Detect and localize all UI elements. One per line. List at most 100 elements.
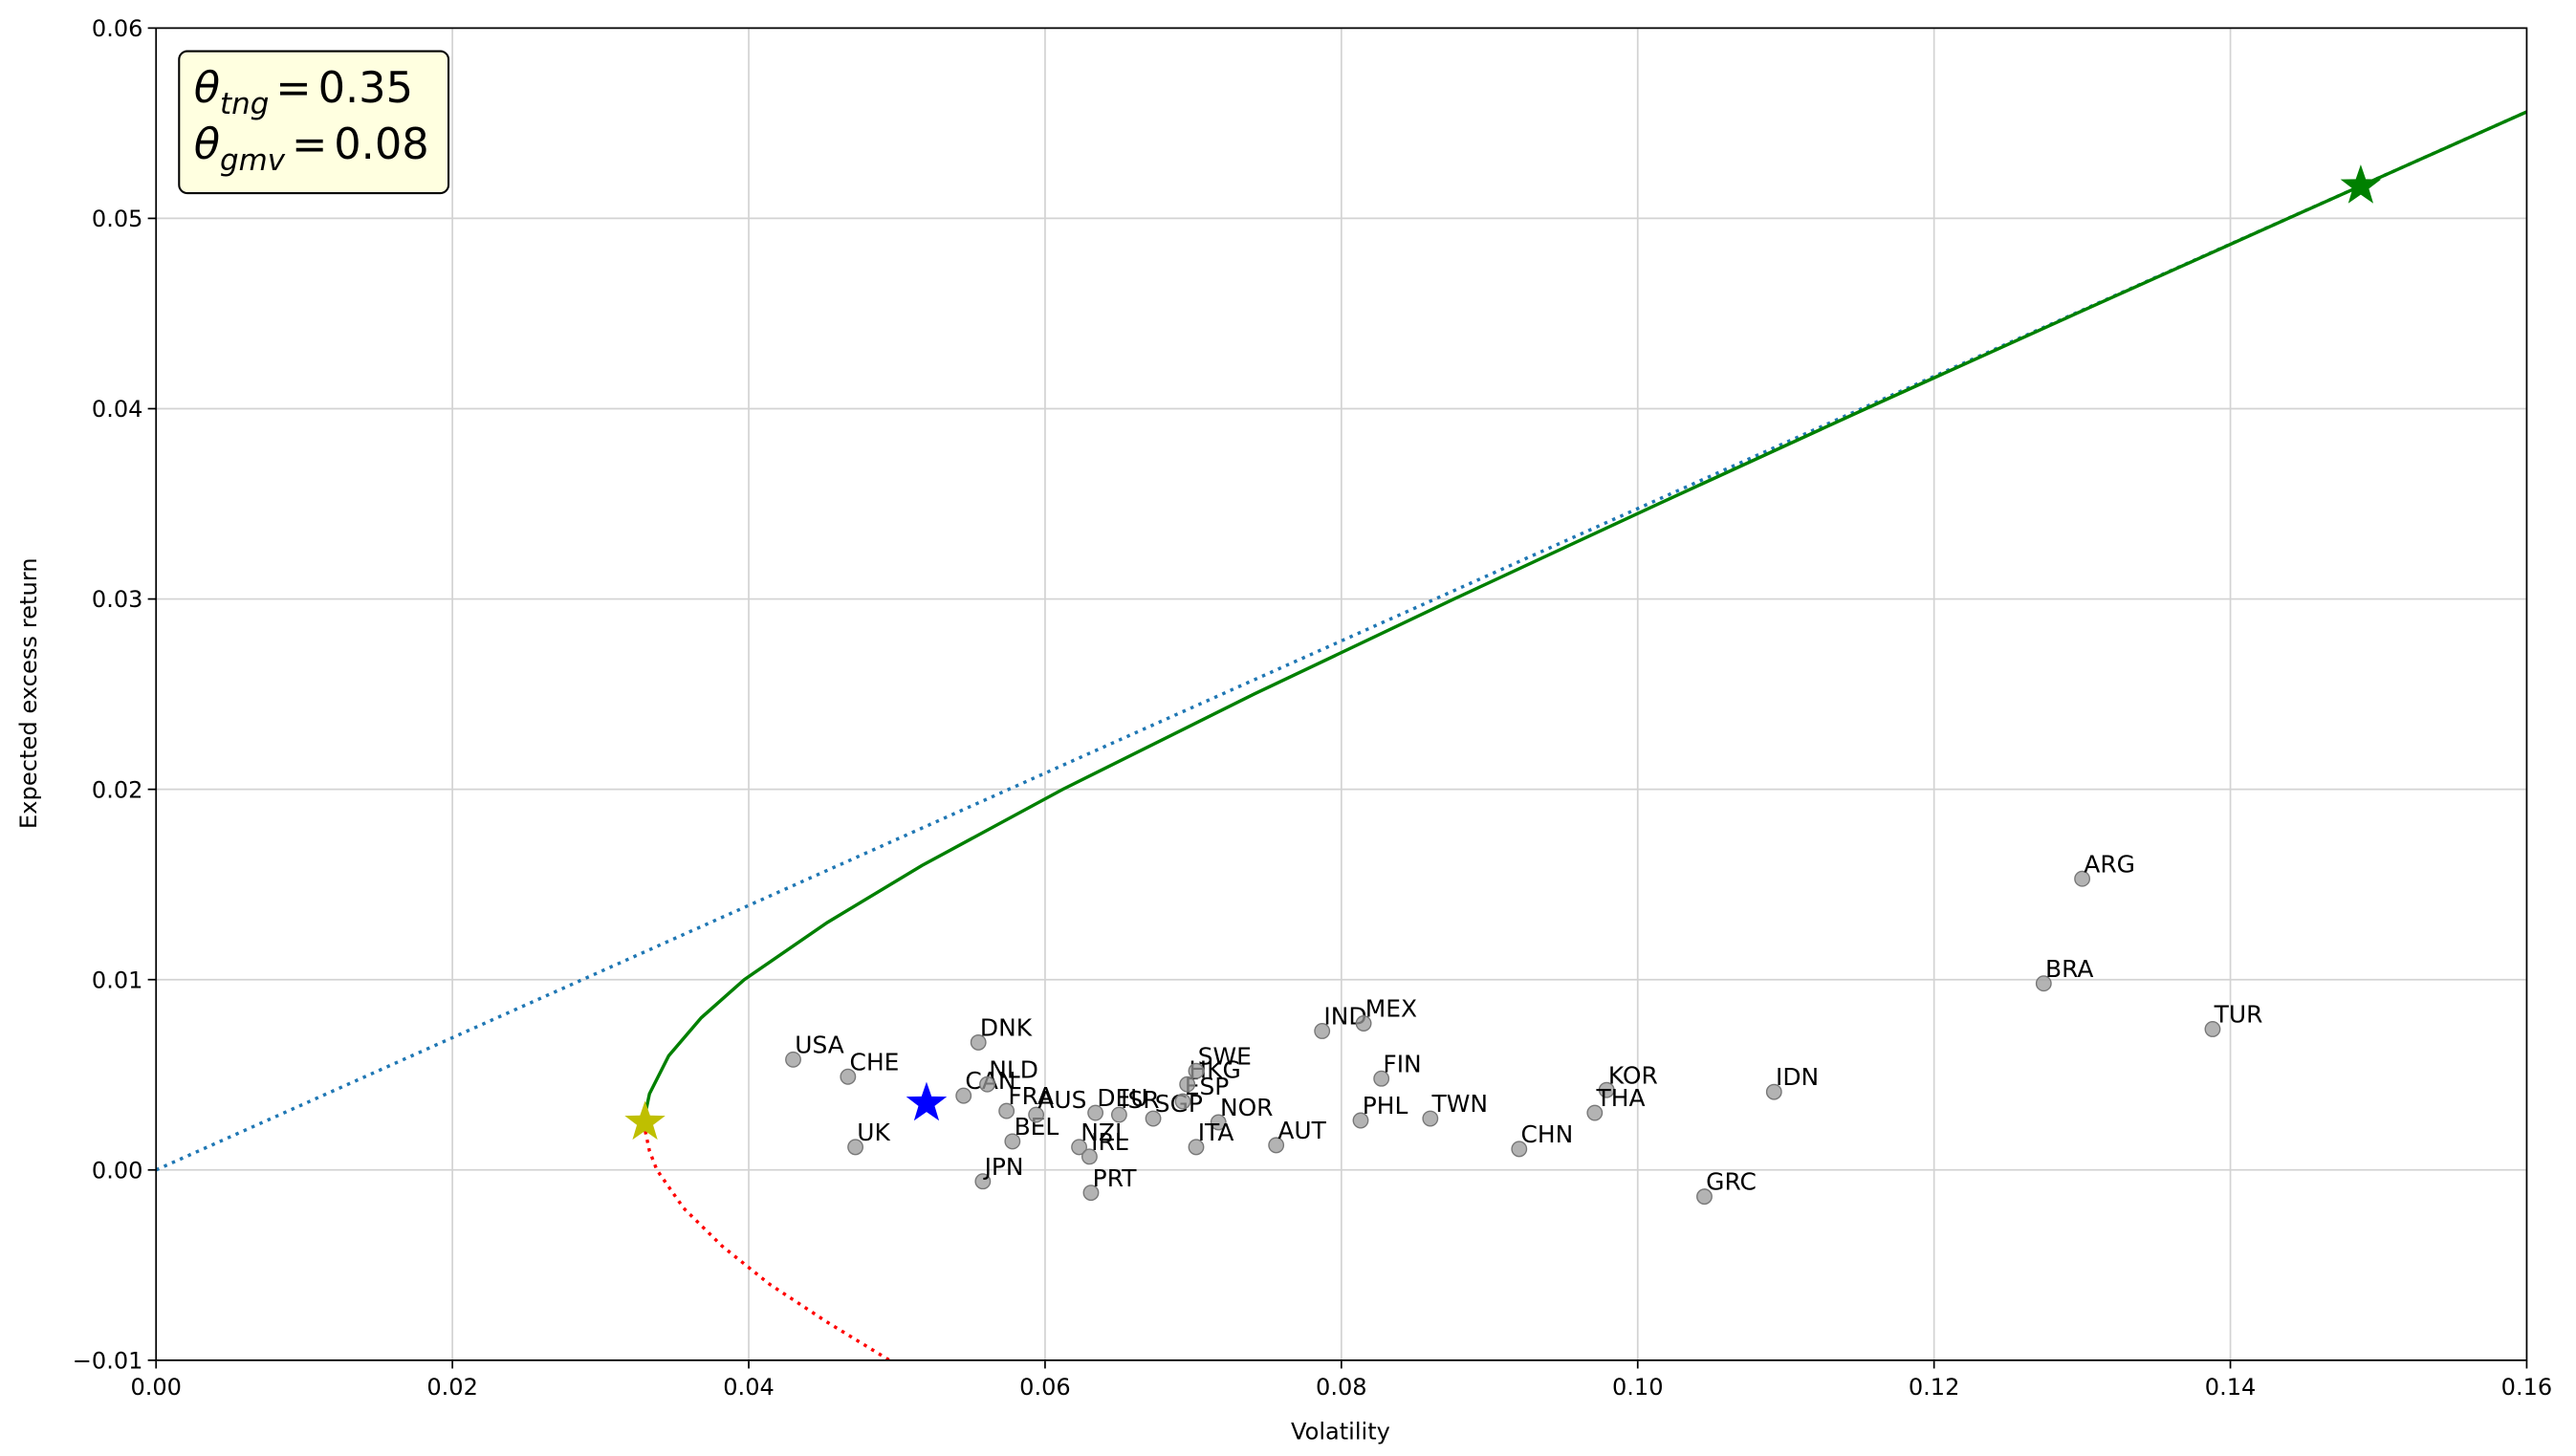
y-axis-label: Expected excess return	[15, 557, 42, 829]
country-label: GRC	[1706, 1168, 1757, 1196]
country-label: CHN	[1520, 1120, 1573, 1148]
country-point	[1511, 1141, 1528, 1158]
x-tick-label: 0.04	[723, 1374, 775, 1401]
annotation-value: 0.35	[318, 62, 413, 113]
country-point	[1087, 1104, 1104, 1121]
country-label: DEU	[1097, 1084, 1147, 1112]
x-tick-label: 0.12	[1909, 1374, 1960, 1401]
country-label: ARG	[2084, 850, 2135, 878]
country-point	[1145, 1110, 1162, 1127]
star-marker	[624, 1100, 666, 1141]
country-point	[785, 1051, 801, 1068]
y-tick-label: 0.06	[92, 15, 143, 42]
country-point	[1004, 1133, 1021, 1150]
annotation: θgmv = 0.08	[194, 119, 429, 178]
plot-frame	[155, 27, 2528, 1361]
country-point	[1765, 1083, 1782, 1100]
annotation-value: 0.08	[334, 119, 428, 169]
x-tick-label: 0.02	[426, 1374, 478, 1401]
country-label: ISR	[1121, 1086, 1159, 1114]
x-tick-label: 0.16	[2501, 1374, 2553, 1401]
country-label: BRA	[2045, 955, 2093, 983]
star-marker	[2340, 164, 2382, 204]
x-axis-label: Volatility	[1291, 1419, 1390, 1445]
annotation-relation: =	[292, 119, 327, 169]
country-point	[2035, 975, 2052, 992]
country-point	[1355, 1015, 1372, 1032]
country-point	[955, 1087, 972, 1104]
country-label: MEX	[1365, 995, 1417, 1023]
country-label: CHE	[850, 1048, 900, 1076]
country-point	[970, 1033, 987, 1051]
country-label: FIN	[1383, 1050, 1421, 1077]
country-point	[1210, 1114, 1227, 1131]
country-point	[840, 1068, 857, 1085]
country-point	[1352, 1112, 1369, 1129]
country-point	[1174, 1093, 1191, 1110]
country-label: USA	[795, 1031, 844, 1058]
annotation-subscript: gmv	[220, 143, 286, 178]
country-point	[1110, 1106, 1127, 1123]
country-point	[1071, 1139, 1087, 1156]
country-label: NZL	[1081, 1119, 1128, 1146]
country-point	[998, 1102, 1015, 1119]
x-tick-label: 0.14	[2205, 1374, 2257, 1401]
y-tick-label: 0.03	[92, 586, 143, 613]
country-label: KOR	[1608, 1061, 1658, 1089]
annotation: θtng = 0.35	[194, 62, 413, 121]
country-label: AUS	[1037, 1086, 1086, 1114]
country-point	[1081, 1148, 1098, 1165]
country-label: UK	[857, 1119, 890, 1146]
y-tick-label: −0.01	[73, 1347, 143, 1374]
country-label: THA	[1596, 1084, 1646, 1112]
annotation-symbol: θ	[194, 119, 220, 169]
country-label: AUT	[1277, 1117, 1326, 1144]
x-tick-label: 0.06	[1019, 1374, 1071, 1401]
country-point	[979, 1076, 995, 1093]
country-point	[1314, 1022, 1331, 1039]
y-tick-label: 0.01	[92, 967, 143, 993]
country-label: ITA	[1198, 1119, 1234, 1146]
annotation-subscript: tng	[220, 87, 269, 121]
country-label: JPN	[983, 1153, 1024, 1181]
country-label: PRT	[1093, 1164, 1137, 1192]
line	[643, 1121, 891, 1360]
country-point	[1586, 1104, 1604, 1121]
country-point	[1696, 1188, 1713, 1206]
y-tick-label: 0.04	[92, 396, 143, 423]
star-marker	[906, 1081, 948, 1121]
country-point	[1598, 1081, 1615, 1098]
y-tick-label: 0.00	[92, 1157, 143, 1184]
country-label: SWE	[1198, 1042, 1252, 1070]
annotation-box	[178, 50, 450, 195]
country-point	[1422, 1110, 1439, 1127]
country-point	[847, 1139, 864, 1156]
country-point	[974, 1173, 992, 1190]
country-point	[1082, 1184, 1100, 1202]
country-label: TUR	[2214, 1001, 2263, 1029]
country-label: NLD	[989, 1055, 1038, 1083]
country-point	[1188, 1062, 1205, 1079]
annotation-relation: =	[275, 62, 311, 113]
country-label: PHL	[1363, 1092, 1408, 1119]
line	[643, 110, 2527, 1123]
plot-area: USACHEDNKUKJPNCANNLDFRABELAUSDEUNZLIRLPR…	[156, 110, 2527, 1360]
country-label: IDN	[1776, 1063, 1819, 1091]
country-point	[2204, 1021, 2221, 1037]
y-tick-label: 0.02	[92, 776, 143, 803]
country-point	[2074, 870, 2091, 887]
x-tick-label: 0.08	[1316, 1374, 1367, 1401]
country-label: DNK	[980, 1013, 1033, 1041]
x-tick-label: 0.00	[130, 1374, 182, 1401]
country-label: IRL	[1091, 1128, 1128, 1156]
country-label: TWN	[1431, 1090, 1488, 1118]
y-tick-label: 0.05	[92, 206, 143, 232]
annotation-symbol: θ	[194, 62, 220, 113]
country-point	[1028, 1106, 1045, 1123]
country-point	[1373, 1070, 1390, 1087]
x-tick-label: 0.10	[1612, 1374, 1664, 1401]
country-point	[1268, 1137, 1285, 1154]
country-point	[1188, 1139, 1205, 1156]
